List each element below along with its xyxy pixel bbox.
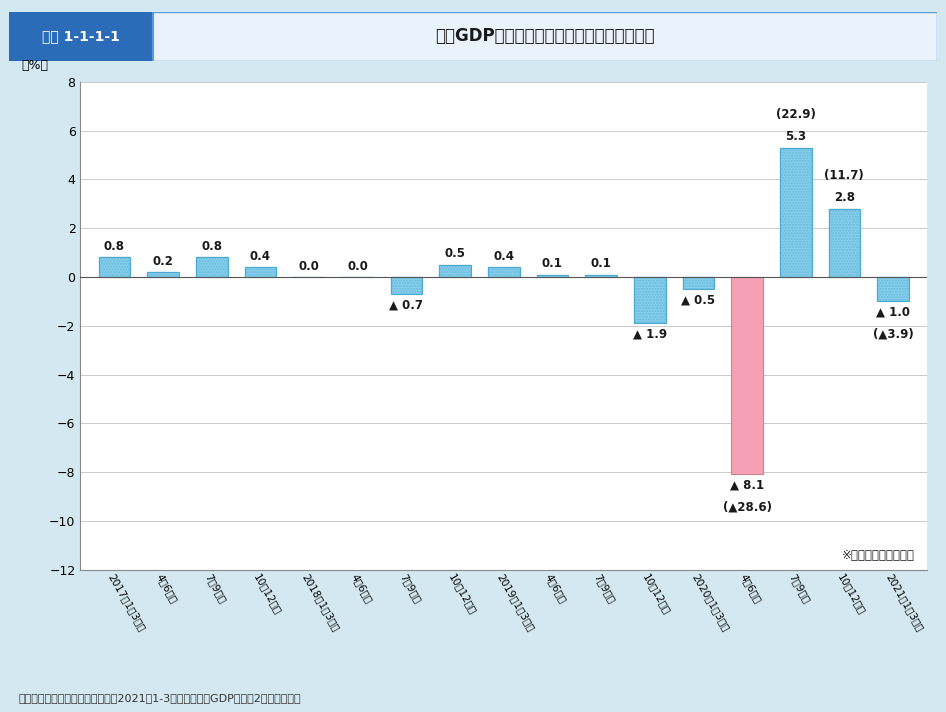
Bar xyxy=(634,277,666,323)
Text: (22.9): (22.9) xyxy=(776,108,815,121)
Bar xyxy=(245,267,276,277)
Bar xyxy=(780,147,812,277)
Bar xyxy=(196,258,228,277)
Bar xyxy=(634,277,666,323)
Bar xyxy=(877,277,909,301)
Bar xyxy=(877,277,909,301)
Text: 0.8: 0.8 xyxy=(201,240,222,253)
Bar xyxy=(586,275,617,277)
Bar xyxy=(488,267,519,277)
Text: （%）: （%） xyxy=(21,59,48,72)
Text: 0.8: 0.8 xyxy=(104,240,125,253)
Bar xyxy=(731,277,762,474)
Bar xyxy=(536,275,569,277)
Text: ※（　）内は年率換算: ※（ ）内は年率換算 xyxy=(842,549,915,562)
Bar xyxy=(829,209,860,277)
Bar xyxy=(488,267,519,277)
Bar xyxy=(439,265,471,277)
Bar xyxy=(98,258,131,277)
Text: 実質GDP成長率の推移（季節調整済前期比）: 実質GDP成長率の推移（季節調整済前期比） xyxy=(435,27,655,46)
Bar xyxy=(148,272,179,277)
Text: 0.4: 0.4 xyxy=(250,250,271,263)
Text: (11.7): (11.7) xyxy=(825,169,865,182)
Text: 0.0: 0.0 xyxy=(299,260,320,273)
Bar xyxy=(391,277,422,294)
Text: ▲ 1.9: ▲ 1.9 xyxy=(633,328,667,340)
Text: ▲ 1.0: ▲ 1.0 xyxy=(876,305,910,319)
Bar xyxy=(683,277,714,289)
Text: ▲ 8.1: ▲ 8.1 xyxy=(730,479,764,492)
Bar xyxy=(683,277,714,289)
Bar xyxy=(245,267,276,277)
Text: ▲ 0.5: ▲ 0.5 xyxy=(681,293,715,307)
Text: 0.1: 0.1 xyxy=(590,257,611,270)
Text: 0.1: 0.1 xyxy=(542,257,563,270)
Text: 0.5: 0.5 xyxy=(445,247,465,261)
Bar xyxy=(586,275,617,277)
Bar xyxy=(148,272,179,277)
Bar xyxy=(196,258,228,277)
Text: (▲3.9): (▲3.9) xyxy=(872,328,914,340)
Text: 資料：内閣府「国民経済計算」（2021年1-3月期四半期別GDP速報（2次速報値））: 資料：内閣府「国民経済計算」（2021年1-3月期四半期別GDP速報（2次速報値… xyxy=(19,693,302,703)
Bar xyxy=(9,12,153,61)
Bar xyxy=(98,258,131,277)
Text: ▲ 0.7: ▲ 0.7 xyxy=(390,298,424,311)
Bar xyxy=(439,265,471,277)
Text: 0.4: 0.4 xyxy=(493,250,515,263)
Text: 0.0: 0.0 xyxy=(347,260,368,273)
Text: 5.3: 5.3 xyxy=(785,130,806,143)
Bar xyxy=(536,275,569,277)
Bar xyxy=(780,147,812,277)
Bar xyxy=(391,277,422,294)
Bar xyxy=(829,209,860,277)
Text: (▲28.6): (▲28.6) xyxy=(723,501,772,514)
Text: 図表 1-1-1-1: 図表 1-1-1-1 xyxy=(43,29,120,43)
Text: 2.8: 2.8 xyxy=(833,192,855,204)
Text: 0.2: 0.2 xyxy=(152,255,173,268)
